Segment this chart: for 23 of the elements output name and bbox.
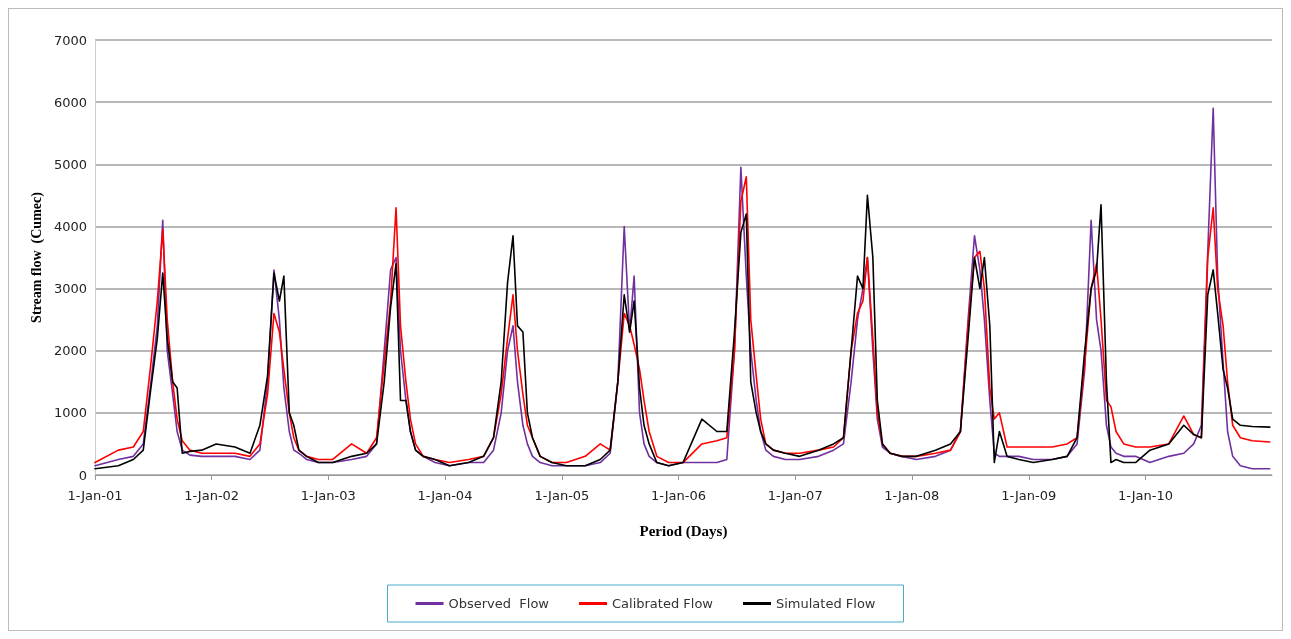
legend-label: Calibrated Flow <box>612 596 714 611</box>
legend-label: Observed Flow <box>448 596 550 611</box>
x-tick-label: 1-Jan-07 <box>767 488 823 503</box>
y-tick-label: 1000 <box>53 405 87 421</box>
x-tick-label: 1-Jan-09 <box>1001 488 1057 503</box>
x-tick-label: 1-Jan-04 <box>417 488 473 503</box>
x-tick-label: 1-Jan-06 <box>651 488 707 503</box>
y-axis-title: Stream flow (Cumec) <box>28 191 45 323</box>
x-tick-label: 1-Jan-02 <box>184 488 240 503</box>
x-tick-label: 1-Jan-05 <box>534 488 590 503</box>
y-tick-label: 2000 <box>53 343 87 359</box>
x-tick-label: 1-Jan-01 <box>67 488 123 503</box>
y-tick-label: 4000 <box>53 218 87 234</box>
x-tick-label: 1-Jan-10 <box>1117 488 1173 503</box>
y-tick-label: 7000 <box>53 32 87 48</box>
x-axis-title: Period (Days) <box>639 522 728 540</box>
x-tick-label: 1-Jan-08 <box>884 488 940 503</box>
x-tick-label: 1-Jan-03 <box>300 488 356 503</box>
y-tick-label: 0 <box>78 467 87 483</box>
y-tick-label: 3000 <box>53 281 87 297</box>
y-tick-label: 6000 <box>53 94 87 110</box>
legend-label: Simulated Flow <box>775 596 876 611</box>
y-tick-label: 5000 <box>53 156 87 172</box>
